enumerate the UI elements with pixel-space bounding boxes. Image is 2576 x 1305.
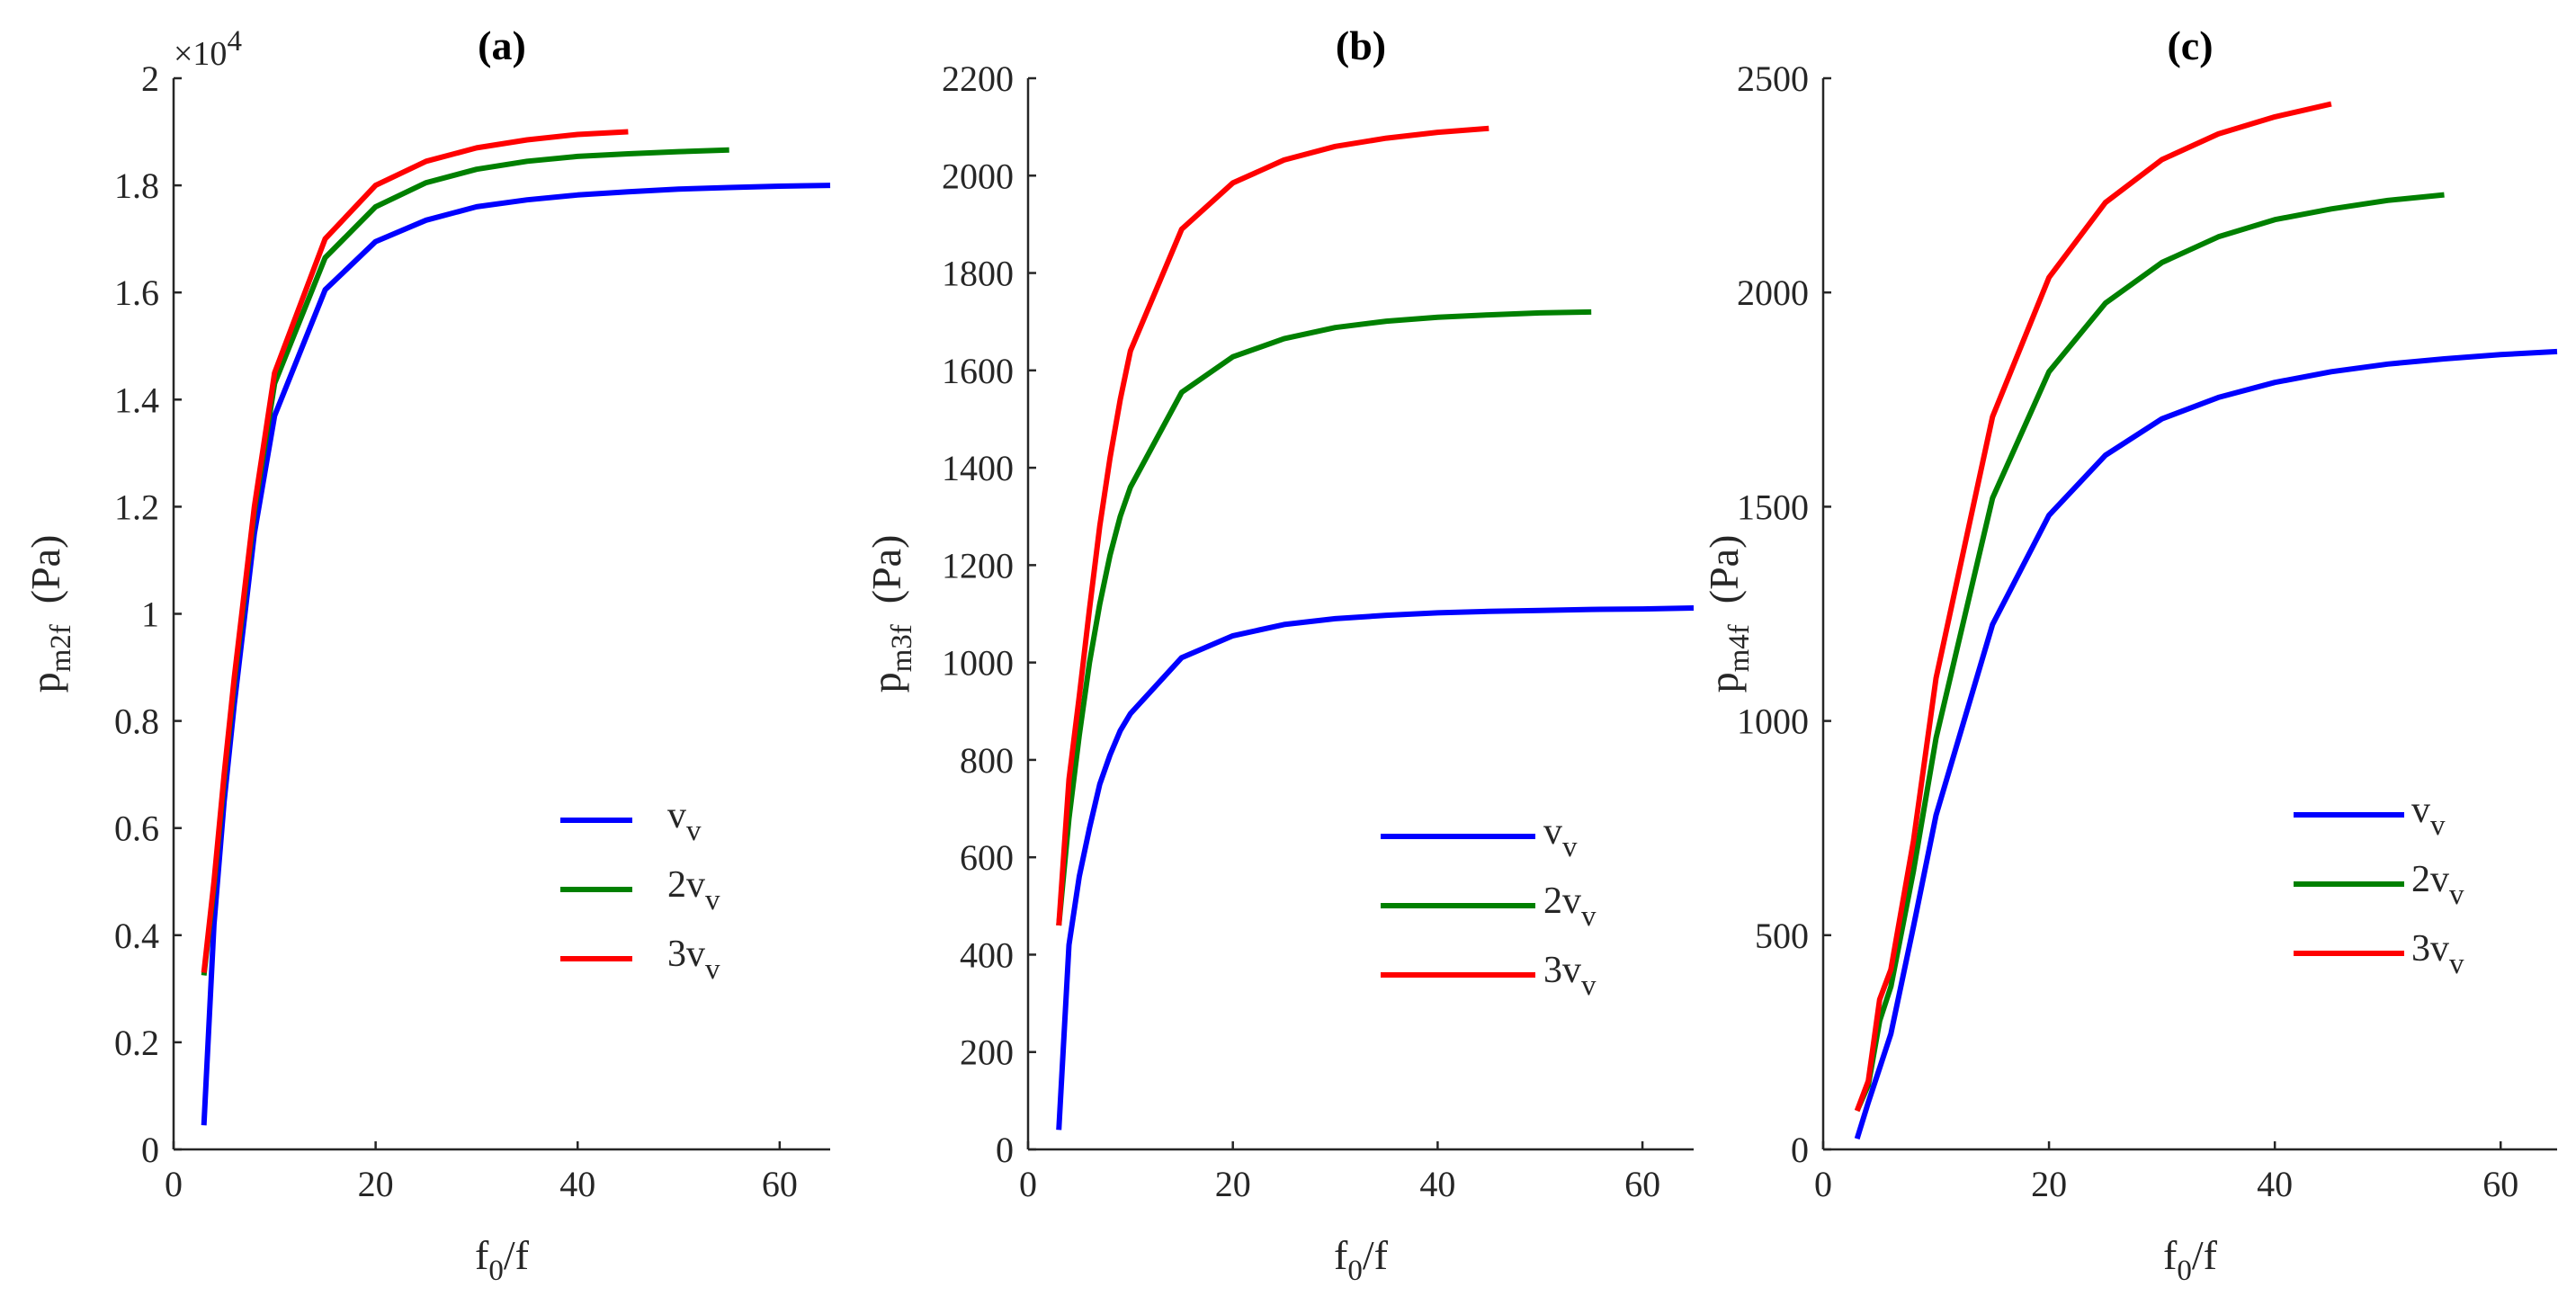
series-line-3vv-panel-3 [1854,101,2332,1113]
legend: vv 2vv 3vv [1381,811,1597,1002]
series-line-2vv-panel-2 [1056,308,1592,926]
series-line-3vv-panel-1 [201,129,629,973]
y-tick-label: 2000 [1737,273,1809,313]
y-tick-label: 1600 [942,351,1014,391]
series-line-2vv-panel-3 [1854,192,2445,1113]
chart-title: (c) [2167,22,2213,68]
x-tick-label: 40 [2257,1164,2293,1204]
chart-panel-1: 0 20 40 60 0 0.2 0.4 0.6 0.8 1 1.2 1.4 1.6 1.8 2 ×104 (a… [22,22,831,1287]
chart-panel-3: 0 20 40 60 0 500 1000 1500 2000 2500 (c) f0/f pm4f (… [1701,22,2558,1287]
legend-label-vv: vv [667,795,702,847]
y-tick-label: 1000 [1737,702,1809,742]
legend-label-2vv: 2vv [2411,859,2464,911]
series-line-vv-panel-2 [1056,605,1695,1131]
x-tick-label: 60 [762,1164,798,1204]
x-tick-label: 20 [358,1164,394,1204]
legend-label-3vv: 3vv [1543,950,1597,1002]
y-tick-label: 500 [1755,916,1809,956]
y-tick-label: 1.6 [114,273,159,313]
y-tick-label: 200 [960,1032,1014,1073]
y-tick-label: 400 [960,934,1014,975]
x-tick-label: 60 [2482,1164,2518,1204]
y-tick-label: 1200 [942,545,1014,585]
x-tick-label: 40 [559,1164,595,1204]
y-tick-label: 1400 [942,448,1014,488]
legend-label-2vv: 2vv [1543,880,1597,933]
x-axis-label: f0/f [2163,1232,2218,1287]
series-line-vv-panel-3 [1854,348,2558,1140]
y-tick-label: 1800 [942,254,1014,294]
legend-label-2vv: 2vv [667,864,720,916]
x-axis-label: f0/f [1334,1232,1389,1287]
y-tick-label: 0.2 [114,1023,159,1063]
y-tick-label: 0 [1791,1130,1809,1170]
y-tick-label: 1.4 [114,380,159,420]
y-tick-label: 0 [996,1130,1014,1170]
legend: vv 2vv 3vv [560,795,720,986]
y-tick-label: 0.6 [114,809,159,849]
x-tick-label: 60 [1624,1164,1660,1204]
x-tick-label: 20 [2031,1164,2067,1204]
x-tick-label: 0 [165,1164,183,1204]
chart-title: (b) [1336,22,1386,68]
y-tick-label: 0 [141,1130,159,1170]
y-tick-label: 800 [960,740,1014,781]
x-tick-label: 40 [1419,1164,1455,1204]
legend: vv 2vv 3vv [2294,790,2464,980]
y-tick-label: 2000 [942,156,1014,196]
legend-label-vv: vv [2411,790,2446,842]
legend-label-3vv: 3vv [2411,928,2464,980]
y-tick-label: 2500 [1737,58,1809,99]
chart-title: (a) [478,22,526,68]
y-tick-label: 0.8 [114,702,159,742]
series-line-3vv-panel-2 [1056,125,1489,926]
x-tick-label: 0 [1814,1164,1832,1204]
legend-label-vv: vv [1543,811,1578,863]
series-line-2vv-panel-1 [201,147,729,976]
chart-panel-2: 0 20 40 60020040060080010001200140016001800… [863,22,1695,1287]
y-tick-label: 2 [141,58,159,99]
y-tick-label: 1500 [1737,487,1809,527]
y-axis-label: pm2f (Pa) [22,535,77,693]
y-tick-label: 2200 [942,58,1014,99]
x-tick-label: 20 [1215,1164,1251,1204]
y-tick-label: 1000 [942,643,1014,684]
y-tick-label: 1.8 [114,165,159,206]
y-tick-label: 0.4 [114,916,159,956]
x-tick-label: 0 [1019,1164,1037,1204]
y-axis-label: pm3f (Pa) [863,535,918,693]
legend-label-3vv: 3vv [667,934,720,986]
y-tick-label: 1.2 [114,487,159,527]
x-axis-label: f0/f [475,1232,530,1287]
y-exponent-label: ×104 [174,25,242,73]
y-tick-label: 1 [141,594,159,635]
y-tick-label: 600 [960,837,1014,878]
y-axis-label: pm4f (Pa) [1701,535,1756,693]
